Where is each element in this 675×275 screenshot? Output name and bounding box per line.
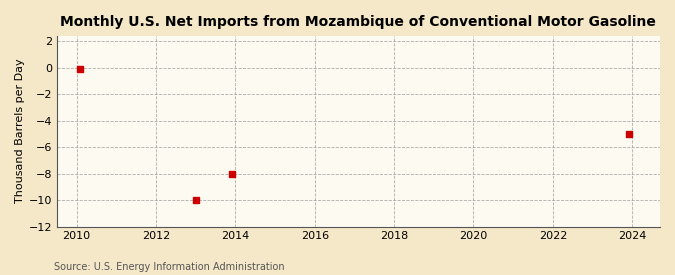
Title: Monthly U.S. Net Imports from Mozambique of Conventional Motor Gasoline: Monthly U.S. Net Imports from Mozambique… — [61, 15, 656, 29]
Y-axis label: Thousand Barrels per Day: Thousand Barrels per Day — [15, 59, 25, 204]
Text: Source: U.S. Energy Information Administration: Source: U.S. Energy Information Administ… — [54, 262, 285, 272]
